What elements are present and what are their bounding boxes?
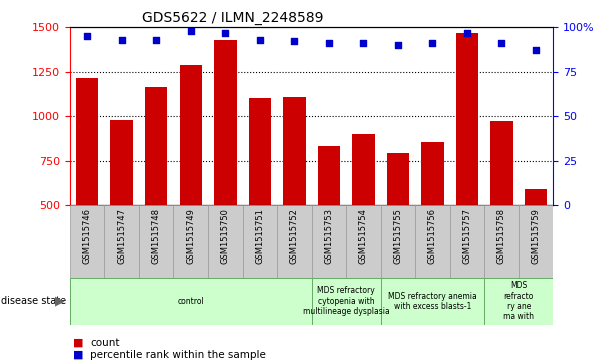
Bar [214,40,237,294]
Bar [484,205,519,278]
Point [221,30,230,36]
Bar [381,278,484,325]
Bar [111,120,133,294]
Point [427,40,437,46]
Point [289,38,299,44]
Bar [311,278,381,325]
Bar [70,278,311,325]
Text: GSM1515748: GSM1515748 [152,208,161,264]
Text: ▶: ▶ [55,295,64,308]
Point [497,40,506,46]
Text: GSM1515755: GSM1515755 [393,208,402,264]
Point [151,37,161,42]
Bar [277,205,311,278]
Bar [525,189,547,294]
Point [393,42,402,48]
Text: GSM1515747: GSM1515747 [117,208,126,264]
Text: GSM1515759: GSM1515759 [531,208,541,264]
Bar [145,87,167,294]
Bar [283,97,306,294]
Text: ■: ■ [73,338,83,348]
Point [82,33,92,39]
Text: GSM1515746: GSM1515746 [83,208,92,264]
Point [462,30,472,36]
Bar [450,205,484,278]
Bar [139,205,173,278]
Bar [317,146,340,294]
Text: ■: ■ [73,350,83,360]
Bar [415,205,450,278]
Point [531,48,541,53]
Text: GSM1515754: GSM1515754 [359,208,368,264]
Text: GSM1515752: GSM1515752 [290,208,299,264]
Text: count: count [90,338,120,348]
Bar [311,205,346,278]
Bar [421,142,444,294]
Text: GDS5622 / ILMN_2248589: GDS5622 / ILMN_2248589 [142,11,324,25]
Bar [381,205,415,278]
Text: GSM1515758: GSM1515758 [497,208,506,264]
Bar [387,152,409,294]
Point [359,40,368,46]
Text: GSM1515750: GSM1515750 [221,208,230,264]
Bar [249,98,271,294]
Bar [105,205,139,278]
Text: MDS refractory anemia
with excess blasts-1: MDS refractory anemia with excess blasts… [388,291,477,311]
Bar [490,122,513,294]
Text: GSM1515749: GSM1515749 [186,208,195,264]
Bar [70,205,105,278]
Bar [352,134,375,294]
Bar [208,205,243,278]
Text: disease state: disease state [1,296,66,306]
Text: MDS
refracto
ry ane
ma with: MDS refracto ry ane ma with [503,281,534,321]
Text: GSM1515757: GSM1515757 [463,208,471,264]
Point [255,37,264,42]
Point [117,37,126,42]
Text: GSM1515753: GSM1515753 [324,208,333,264]
Bar [484,278,553,325]
Text: GSM1515756: GSM1515756 [428,208,437,264]
Bar [173,205,208,278]
Bar [519,205,553,278]
Point [324,40,334,46]
Bar [243,205,277,278]
Text: percentile rank within the sample: percentile rank within the sample [90,350,266,360]
Text: GSM1515751: GSM1515751 [255,208,264,264]
Bar [346,205,381,278]
Bar [179,65,202,294]
Point [186,28,196,34]
Bar [456,33,478,294]
Bar [76,78,98,294]
Text: MDS refractory
cytopenia with
multilineage dysplasia: MDS refractory cytopenia with multilinea… [303,286,390,316]
Text: control: control [178,297,204,306]
